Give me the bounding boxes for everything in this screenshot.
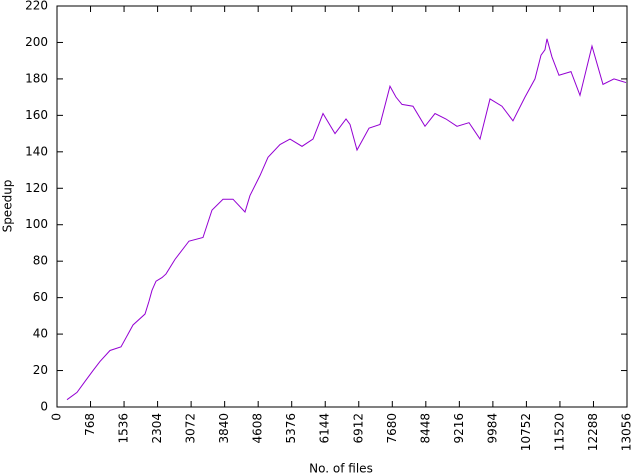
x-tick-label: 9984 [485,413,499,444]
x-tick-label: 12288 [586,413,600,451]
y-tick-label: 180 [25,71,48,85]
x-tick-label: 10752 [519,413,533,451]
y-axis-label: Speedup [1,180,15,233]
y-tick-label: 220 [25,0,48,13]
x-tick-label: 768 [83,413,97,436]
data-line [66,38,627,401]
y-tick-label: 160 [25,108,48,122]
x-tick-label: 7680 [385,413,399,444]
x-tick-label: 6144 [318,413,332,444]
y-tick-label: 140 [25,144,48,158]
y-tick-label: 80 [33,254,48,268]
x-axis-label: No. of files [309,462,373,476]
x-tick-label: 13056 [620,413,632,451]
y-tick-label: 60 [33,290,48,304]
y-tick-label: 100 [25,217,48,231]
y-tick-label: 40 [33,327,48,341]
x-tick-label: 0 [50,413,64,421]
y-tick-label: 20 [33,363,48,377]
x-tick-label: 5376 [284,413,298,444]
x-tick-label: 6912 [351,413,365,444]
plot-border [56,5,628,408]
y-tick-label: 120 [25,181,48,195]
x-tick-label: 8448 [418,413,432,444]
x-tick-label: 9216 [452,413,466,444]
x-tick-label: 1536 [117,413,131,444]
x-tick-label: 3840 [217,413,231,444]
x-tick-label: 11520 [552,413,566,451]
x-tick-label: 3072 [184,413,198,444]
y-tick-label: 200 [25,35,48,49]
x-tick-label: 4608 [251,413,265,444]
y-tick-label: 0 [40,400,48,414]
x-tick-label: 2304 [150,413,164,444]
